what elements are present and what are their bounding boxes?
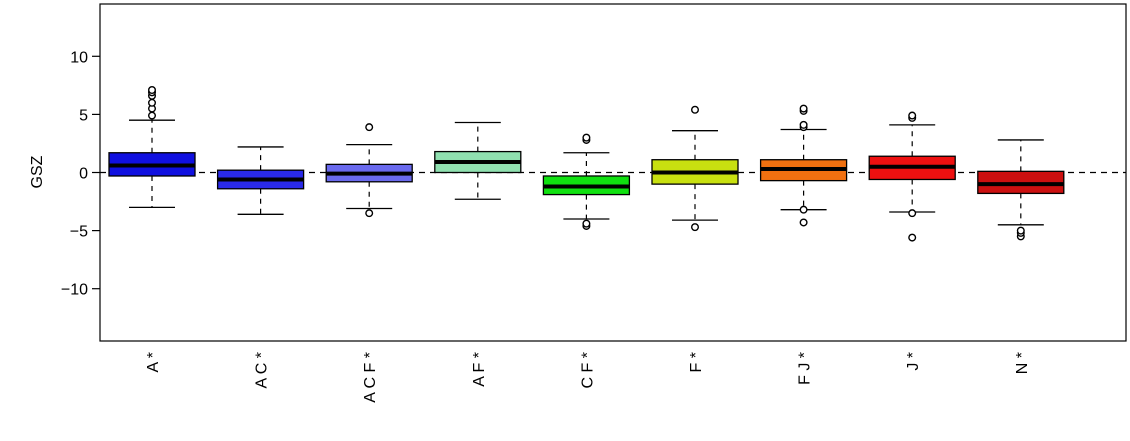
outlier-point	[691, 105, 700, 114]
box-1	[108, 85, 196, 209]
box-6	[651, 105, 739, 232]
box-5	[542, 133, 631, 230]
x-tick-label: C F *	[579, 352, 596, 388]
x-tick-label: A C F *	[362, 352, 379, 403]
y-tick-label: 5	[79, 107, 88, 124]
outlier-point	[365, 123, 374, 132]
outlier-point	[147, 85, 156, 94]
box-8	[868, 111, 956, 242]
outlier-point	[365, 209, 374, 218]
x-tick-label: F J *	[797, 352, 814, 385]
x-tick-label: A C *	[254, 352, 271, 388]
outlier-point	[691, 223, 700, 232]
box-9	[977, 139, 1065, 241]
x-tick-label: A F *	[471, 352, 488, 387]
x-axis-labels: A * A C * A C F * A F * C F * F * F J * J * N *	[145, 352, 1031, 403]
outlier-point	[908, 209, 917, 218]
y-tick-label: 10	[70, 49, 88, 66]
y-axis: −10 −5 0 5 10	[61, 49, 100, 299]
y-tick-label: −10	[61, 282, 88, 299]
y-tick-label: 0	[79, 166, 88, 183]
outlier-point	[799, 205, 808, 214]
x-tick-label: F *	[688, 352, 705, 372]
x-tick-label: J *	[905, 352, 922, 371]
x-tick-label: A *	[145, 352, 162, 372]
outlier-point	[908, 233, 917, 242]
box-3	[325, 123, 413, 218]
y-axis-label: GSZ	[29, 155, 46, 188]
outlier-point	[799, 104, 808, 113]
x-tick-label: N *	[1014, 352, 1031, 374]
boxes-group	[108, 85, 1065, 242]
outlier-point	[582, 219, 591, 228]
outlier-point	[908, 111, 917, 120]
outlier-point	[1016, 226, 1025, 235]
outlier-point	[799, 218, 808, 227]
outlier-point	[147, 111, 156, 120]
box-4	[434, 121, 522, 200]
y-tick-label: −5	[70, 224, 88, 241]
outlier-point	[582, 133, 591, 142]
box-2	[216, 146, 305, 215]
outlier-point	[147, 98, 156, 107]
box-7	[759, 104, 848, 227]
outlier-point	[799, 120, 808, 129]
